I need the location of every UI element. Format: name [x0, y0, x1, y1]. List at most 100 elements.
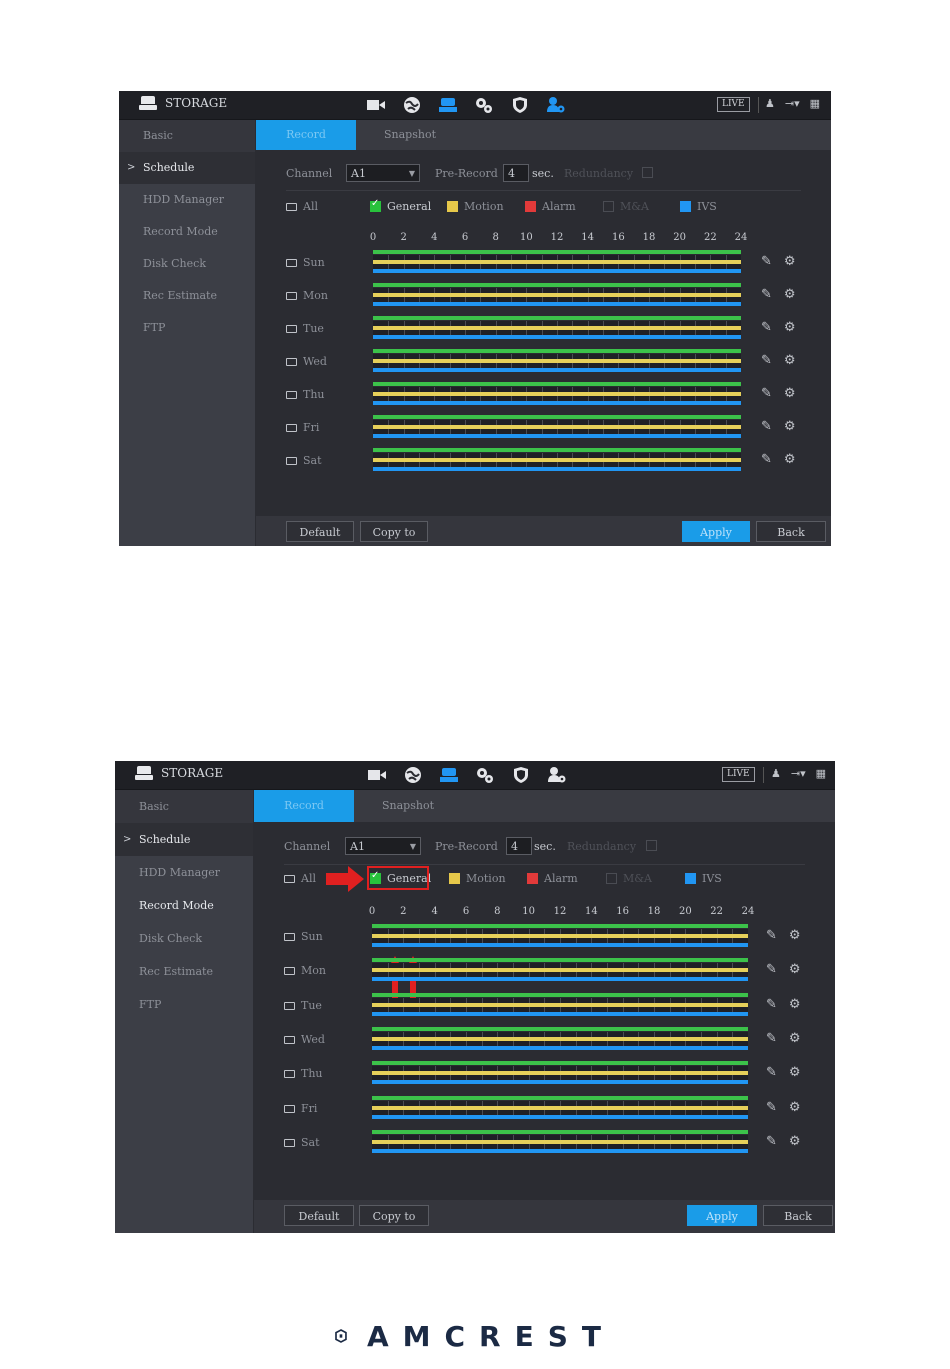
- live-button[interactable]: LIVE: [722, 767, 755, 782]
- apply-button[interactable]: Apply: [682, 521, 750, 542]
- sidebar-item-hdd-manager[interactable]: HDD Manager: [139, 866, 221, 879]
- day-checkbox-sun[interactable]: Sun: [284, 930, 323, 943]
- gear-icon[interactable]: ⚙: [783, 254, 796, 269]
- sidebar-item-basic[interactable]: Basic: [119, 120, 255, 152]
- channel-select[interactable]: A1 ▼: [346, 164, 420, 182]
- day-timeline-sat[interactable]: [373, 448, 741, 476]
- pencil-icon[interactable]: ✎: [766, 962, 777, 978]
- day-checkbox-tue[interactable]: Tue: [284, 999, 322, 1012]
- gear-icon[interactable]: ⚙: [783, 353, 796, 368]
- pencil-icon[interactable]: ✎: [766, 996, 777, 1012]
- day-checkbox-mon[interactable]: Mon: [284, 964, 326, 977]
- user-icon[interactable]: ♟: [771, 767, 781, 780]
- gear-icon[interactable]: ⚙: [783, 320, 796, 335]
- storage-icon[interactable]: [438, 764, 460, 786]
- legend-general[interactable]: General: [370, 870, 431, 885]
- storage-icon[interactable]: [437, 94, 459, 116]
- gear-icon[interactable]: ⚙: [788, 1099, 801, 1115]
- day-timeline-wed[interactable]: [372, 1026, 748, 1055]
- day-checkbox-thu[interactable]: Thu: [286, 388, 325, 401]
- prerecord-input[interactable]: 4: [506, 837, 532, 855]
- day-timeline-sun[interactable]: [372, 924, 748, 952]
- back-button[interactable]: Back: [763, 1205, 833, 1226]
- sidebar-item-schedule[interactable]: > Schedule: [119, 152, 255, 184]
- gear-icon[interactable]: ⚙: [783, 386, 796, 401]
- pencil-icon[interactable]: ✎: [766, 928, 777, 943]
- day-checkbox-mon[interactable]: Mon: [286, 289, 328, 302]
- account-icon[interactable]: [545, 94, 567, 116]
- default-button[interactable]: Default: [284, 1205, 354, 1226]
- legend-alarm[interactable]: Alarm: [525, 200, 576, 213]
- day-checkbox-tue[interactable]: Tue: [286, 322, 324, 335]
- day-timeline-tue[interactable]: [372, 992, 748, 1021]
- day-timeline-sun[interactable]: [373, 250, 741, 278]
- copy-to-button[interactable]: Copy to: [359, 1205, 429, 1226]
- day-timeline-mon[interactable]: [372, 958, 748, 986]
- tab-snapshot[interactable]: Snapshot: [382, 799, 434, 812]
- security-icon[interactable]: [509, 94, 531, 116]
- day-checkbox-sun[interactable]: Sun: [286, 256, 325, 269]
- security-icon[interactable]: [510, 764, 532, 786]
- back-button[interactable]: Back: [756, 521, 826, 542]
- legend-m-and-a[interactable]: M&A: [603, 200, 649, 213]
- day-timeline-fri[interactable]: [373, 415, 741, 443]
- default-button[interactable]: Default: [286, 521, 354, 542]
- copy-to-button[interactable]: Copy to: [360, 521, 428, 542]
- pencil-icon[interactable]: ✎: [761, 320, 772, 335]
- logout-icon[interactable]: ⇥▾: [790, 767, 806, 780]
- day-checkbox-sat[interactable]: Sat: [286, 454, 322, 467]
- gear-icon[interactable]: ⚙: [788, 928, 801, 943]
- network-icon[interactable]: [402, 764, 424, 786]
- day-checkbox-fri[interactable]: Fri: [286, 421, 319, 434]
- day-timeline-fri[interactable]: [372, 1095, 748, 1124]
- legend-alarm[interactable]: Alarm: [527, 872, 578, 885]
- sidebar-item-rec-estimate[interactable]: Rec Estimate: [143, 289, 217, 302]
- legend-ivs[interactable]: IVS: [685, 872, 722, 885]
- account-icon[interactable]: [546, 764, 568, 786]
- day-timeline-thu[interactable]: [372, 1061, 748, 1089]
- tab-snapshot[interactable]: Snapshot: [384, 128, 436, 141]
- gear-icon[interactable]: ⚙: [788, 962, 801, 978]
- sidebar-item-schedule[interactable]: > Schedule: [115, 823, 253, 856]
- sidebar-item-disk-check[interactable]: Disk Check: [139, 932, 202, 945]
- gear-icon[interactable]: ⚙: [783, 452, 796, 467]
- pencil-icon[interactable]: ✎: [766, 1099, 777, 1115]
- settings-icon[interactable]: [473, 94, 495, 116]
- user-icon[interactable]: ♟: [765, 97, 775, 110]
- tab-record[interactable]: Record: [254, 790, 354, 822]
- sidebar-item-hdd-manager[interactable]: HDD Manager: [143, 193, 225, 206]
- gear-icon[interactable]: ⚙: [783, 287, 796, 302]
- pencil-icon[interactable]: ✎: [766, 1065, 777, 1081]
- day-checkbox-wed[interactable]: Wed: [286, 355, 327, 368]
- gear-icon[interactable]: ⚙: [788, 1065, 801, 1081]
- redundancy-checkbox[interactable]: [642, 167, 653, 178]
- sidebar-item-basic[interactable]: Basic: [115, 790, 253, 823]
- pencil-icon[interactable]: ✎: [761, 386, 772, 401]
- sidebar-item-disk-check[interactable]: Disk Check: [143, 257, 206, 270]
- channel-select[interactable]: A1 ▼: [345, 837, 421, 855]
- day-timeline-sat[interactable]: [372, 1129, 748, 1158]
- logout-icon[interactable]: ⇥▾: [784, 97, 800, 110]
- apply-button[interactable]: Apply: [687, 1205, 757, 1226]
- pencil-icon[interactable]: ✎: [761, 254, 772, 269]
- day-checkbox-sat[interactable]: Sat: [284, 1136, 320, 1149]
- camera-icon[interactable]: [366, 764, 388, 786]
- sidebar-item-record-mode[interactable]: Record Mode: [139, 899, 214, 912]
- sidebar-item-record-mode[interactable]: Record Mode: [143, 225, 218, 238]
- day-checkbox-fri[interactable]: Fri: [284, 1102, 317, 1115]
- all-checkbox[interactable]: All: [286, 200, 318, 213]
- redundancy-checkbox[interactable]: [646, 840, 657, 851]
- legend-m-and-a[interactable]: M&A: [606, 872, 652, 885]
- sidebar-item-ftp[interactable]: FTP: [139, 998, 162, 1011]
- day-timeline-tue[interactable]: [373, 316, 741, 344]
- gear-icon[interactable]: ⚙: [788, 1133, 801, 1149]
- pencil-icon[interactable]: ✎: [761, 452, 772, 467]
- network-icon[interactable]: [401, 94, 423, 116]
- legend-general[interactable]: General: [370, 198, 431, 213]
- live-button[interactable]: LIVE: [717, 97, 750, 112]
- grid-icon[interactable]: ▦: [815, 767, 827, 780]
- prerecord-input[interactable]: 4: [503, 164, 529, 182]
- tab-record[interactable]: Record: [256, 120, 356, 150]
- day-checkbox-thu[interactable]: Thu: [284, 1067, 323, 1080]
- pencil-icon[interactable]: ✎: [761, 419, 772, 434]
